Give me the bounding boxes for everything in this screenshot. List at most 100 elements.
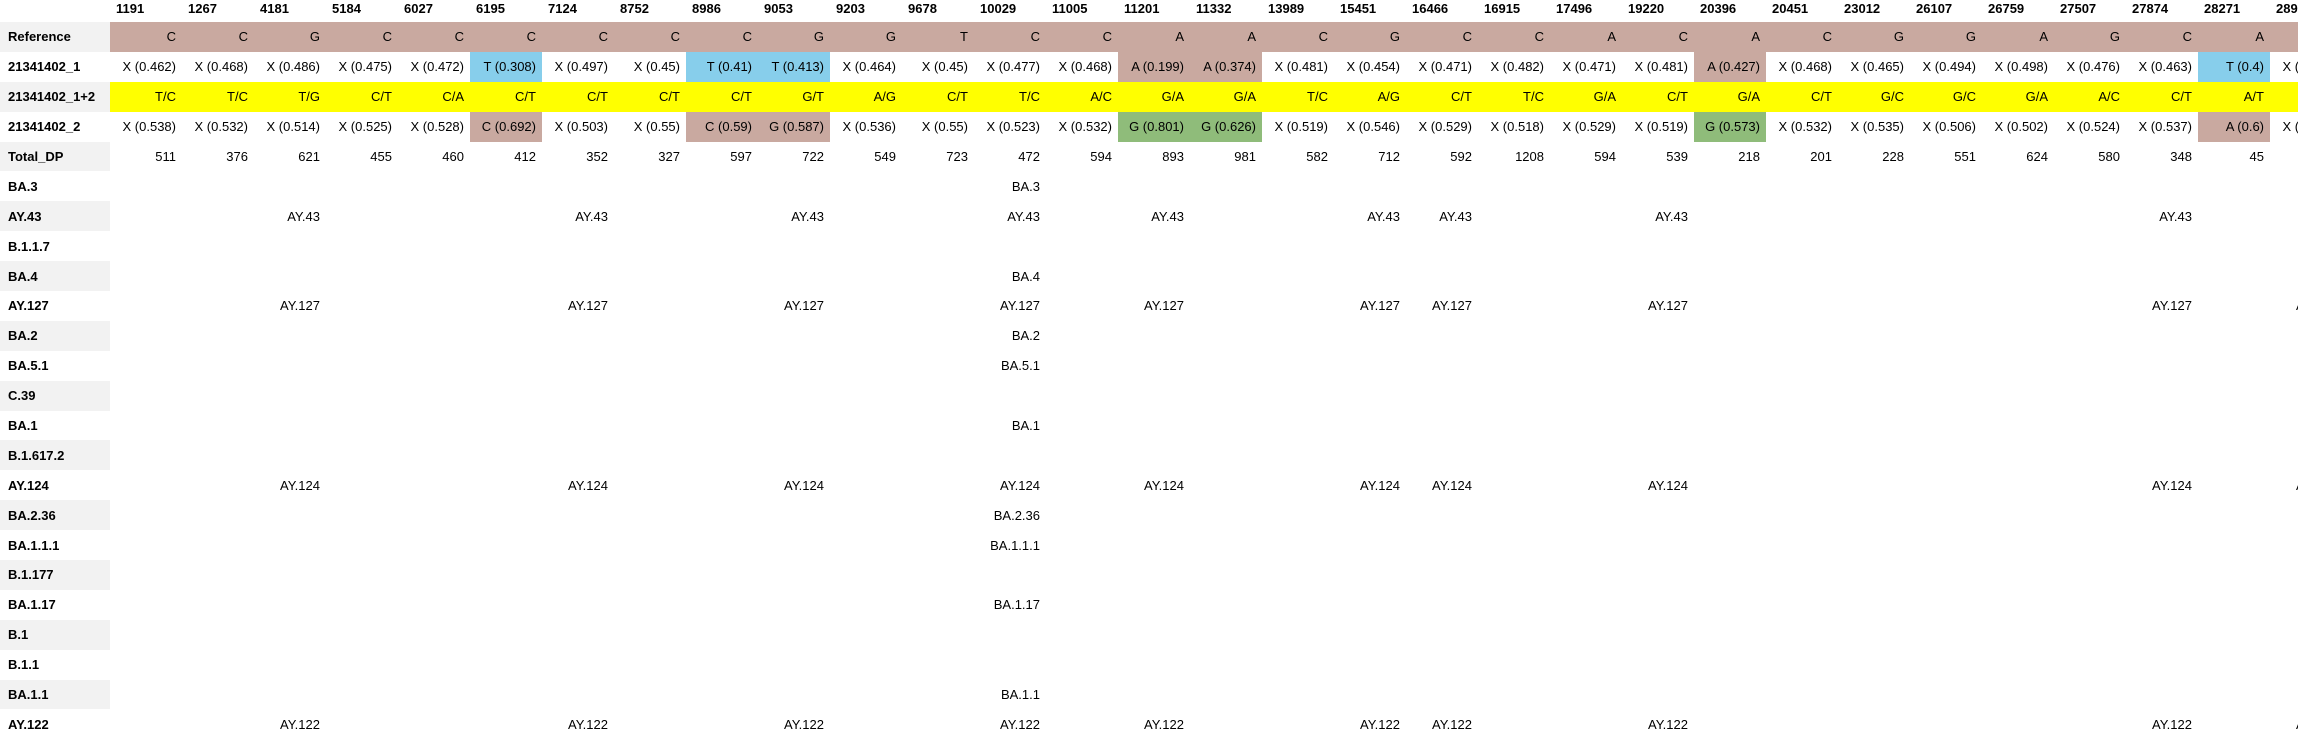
table-cell — [326, 261, 398, 291]
table-cell — [2054, 500, 2126, 530]
table-cell: C — [182, 22, 254, 52]
table-cell: X (0.519) — [1634, 119, 1688, 135]
table-cell — [614, 440, 686, 470]
table-cell: X (0.477) — [986, 59, 1040, 75]
table-cell: AY.124 — [1431, 477, 1472, 493]
table-cell: 722 — [802, 149, 824, 164]
table-cell — [758, 411, 830, 441]
table-cell: X (0.528) — [410, 119, 464, 135]
table-cell — [1262, 680, 1334, 710]
table-cell: A — [1694, 22, 1766, 52]
table-cell — [182, 411, 254, 441]
table-cell: 228 — [1882, 149, 1904, 164]
table-cell — [470, 440, 542, 470]
table-cell — [1406, 321, 1478, 351]
table-cell — [1046, 351, 1118, 381]
table-cell: G — [830, 22, 902, 52]
table-cell — [830, 201, 902, 231]
table-cell: 511 — [155, 149, 176, 164]
table-cell: C — [614, 22, 686, 52]
table-cell: G (0.626) — [1190, 111, 1262, 142]
table-cell — [2270, 530, 2298, 560]
table-cell: 597 — [730, 149, 752, 164]
table-cell — [2126, 590, 2198, 620]
table-cell: G — [1838, 22, 1910, 52]
table-cell — [542, 231, 614, 261]
table-cell — [542, 440, 614, 470]
table-cell — [2054, 381, 2126, 411]
table-cell — [1910, 620, 1982, 650]
table-cell: AY.124 — [567, 477, 608, 493]
table-cell — [686, 261, 758, 291]
table-cell — [1694, 470, 1766, 500]
table-cell: G/T — [2270, 81, 2298, 112]
table-cell — [1262, 650, 1334, 680]
table-cell: AY.124 — [279, 477, 320, 493]
table-cell — [1550, 411, 1622, 441]
table-cell: X (0.524) — [2066, 119, 2120, 135]
table-cell: T/C — [1262, 81, 1334, 112]
table-cell: T/C — [182, 81, 254, 112]
table-cell — [1694, 351, 1766, 381]
table-cell — [1478, 709, 1550, 739]
table-cell — [686, 470, 758, 500]
table-cell: X (0.519) — [1274, 119, 1328, 135]
table-cell — [974, 440, 1046, 470]
table-cell — [110, 261, 182, 291]
table-cell — [902, 470, 974, 500]
table-cell — [1190, 261, 1262, 291]
table-cell — [1478, 590, 1550, 620]
table-cell — [1478, 560, 1550, 590]
table-cell — [686, 231, 758, 261]
table-cell — [1478, 650, 1550, 680]
table-cell — [1982, 201, 2054, 231]
table-cell: 551 — [1954, 149, 1976, 164]
table-cell — [1622, 411, 1694, 441]
table-cell — [2198, 530, 2270, 560]
table-cell: X (0.537) — [2138, 119, 2192, 135]
table-cell — [1910, 411, 1982, 441]
table-cell — [1046, 530, 1118, 560]
table-cell — [1406, 171, 1478, 201]
table-cell: BA.1 — [1011, 418, 1040, 434]
table-cell: A/T — [2198, 81, 2270, 112]
table-cell — [1910, 351, 1982, 381]
table-cell — [542, 620, 614, 650]
table-cell — [2126, 680, 2198, 710]
table-cell — [542, 171, 614, 201]
table-row: Total_DP 511 376 621 455 460 412 352 327 597 722 54… — [0, 141, 2298, 172]
table-cell: 582 — [1306, 149, 1328, 164]
row-label: 21341402_1 — [8, 59, 81, 75]
table-cell — [2198, 381, 2270, 411]
table-cell — [830, 709, 902, 739]
table-cell — [1478, 261, 1550, 291]
table-cell: X (0.464) — [842, 59, 896, 75]
table-cell — [2198, 470, 2270, 500]
table-cell: X (0.529) — [1562, 119, 1616, 135]
table-cell — [110, 470, 182, 500]
table-cell — [398, 680, 470, 710]
table-cell — [1046, 261, 1118, 291]
table-cell: AY.127 — [999, 298, 1040, 314]
table-cell: 723 — [946, 149, 968, 164]
table-cell — [2198, 321, 2270, 351]
table-row: AY.43 AY.43 AY.43 AY.43 AY.43 AY.43 AY.43 AY.43… — [0, 201, 2298, 232]
table-cell — [758, 231, 830, 261]
table-cell — [1622, 560, 1694, 590]
table-cell — [1046, 680, 1118, 710]
table-cell — [110, 231, 182, 261]
table-cell — [1334, 440, 1406, 470]
table-cell: A — [1190, 22, 1262, 52]
table-cell — [2270, 650, 2298, 680]
position-header: 6195 — [476, 1, 505, 16]
position-header: 6027 — [404, 1, 433, 16]
position-header: 16466 — [1412, 1, 1449, 16]
table-cell — [1838, 440, 1910, 470]
table-cell: 549 — [874, 149, 896, 164]
table-cell — [830, 231, 902, 261]
table-cell — [614, 231, 686, 261]
position-header: 11005 — [1052, 1, 1088, 16]
table-cell — [1262, 231, 1334, 261]
position-header: 7124 — [548, 1, 577, 16]
table-cell: G/A — [1694, 81, 1766, 112]
